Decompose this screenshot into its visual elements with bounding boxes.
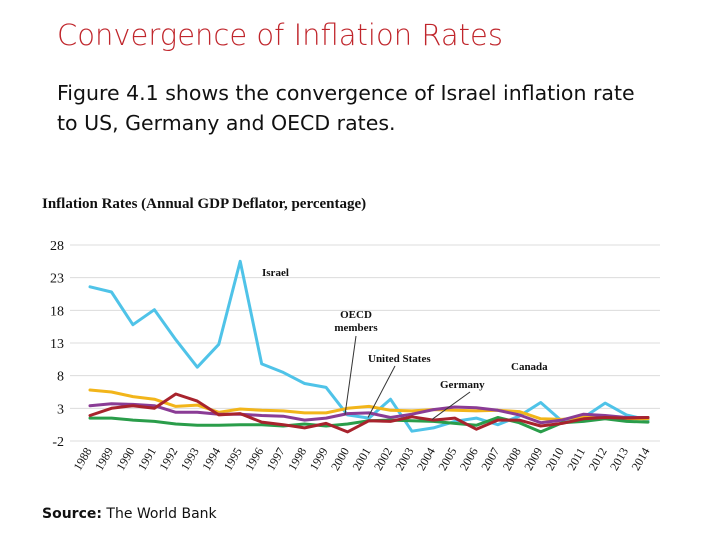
y-tick-label: 18	[50, 304, 64, 319]
annotation-leader-oecd-members	[344, 335, 357, 415]
x-tick-label: 2001	[349, 445, 373, 473]
x-tick-label: 2012	[586, 445, 610, 473]
x-tick-label: 2010	[543, 445, 567, 473]
x-tick-label: 2003	[392, 445, 416, 473]
x-tick-label: 2004	[414, 445, 438, 473]
y-tick-label: -2	[52, 435, 64, 450]
x-tick-label: 1997	[264, 445, 288, 473]
slide-body-text: Figure 4.1 shows the convergence of Isra…	[57, 81, 635, 135]
x-tick-label: 2008	[500, 445, 524, 473]
annotation-canada: Canada	[511, 361, 548, 373]
series-line-canada	[88, 392, 650, 434]
x-tick-label: 2009	[521, 445, 545, 473]
y-tick-label: 28	[50, 239, 64, 254]
gridlines	[70, 244, 660, 442]
x-tick-label: 1989	[92, 445, 116, 473]
x-tick-label: 1992	[156, 445, 180, 473]
x-tick-label: 2011	[564, 445, 588, 472]
source-label: Source:	[42, 506, 102, 522]
y-tick-label: 3	[57, 402, 64, 417]
x-tick-label: 1995	[221, 445, 245, 473]
x-tick-label: 2002	[371, 445, 395, 473]
annotation-israel: Israel	[262, 267, 289, 279]
x-tick-label: 2006	[457, 445, 481, 473]
x-axis-ticks: 1988198919901991199219931994199519961997…	[70, 445, 652, 473]
annotation-leader-united-states	[367, 365, 396, 418]
x-tick-label: 2005	[435, 445, 459, 473]
x-tick-label: 2007	[478, 445, 502, 473]
x-tick-label: 1999	[307, 445, 331, 473]
y-axis-ticks: 28 23 18 13 8 3 -2	[50, 239, 64, 450]
y-tick-label: 8	[57, 370, 64, 385]
annotation-united-states: United States	[368, 353, 431, 365]
y-tick-label: 23	[50, 272, 64, 287]
x-tick-label: 2000	[328, 445, 352, 473]
x-tick-label: 2013	[607, 445, 631, 473]
x-tick-label: 1998	[285, 445, 309, 473]
x-tick-label: 2014	[628, 445, 652, 473]
series-line-oecd-members	[88, 388, 650, 421]
source-value: The World Bank	[106, 506, 217, 522]
source-note: Source: The World Bank	[42, 506, 217, 522]
y-tick-label: 13	[50, 337, 64, 352]
annotation-oecd-members: OECD members	[334, 309, 378, 334]
annotation-leader-germany	[431, 391, 471, 420]
chart-title: Inflation Rates (Annual GDP Deflator, pe…	[42, 196, 367, 212]
series-lines	[88, 259, 650, 434]
x-tick-label: 1993	[178, 445, 202, 473]
x-tick-label: 1991	[135, 445, 159, 473]
annotations: Israel OECD members United States Canada Germ…	[262, 267, 548, 420]
series-line-united-states	[88, 402, 650, 425]
series-line-israel	[88, 259, 650, 433]
x-tick-label: 1990	[113, 445, 137, 473]
x-tick-label: 1996	[242, 445, 266, 473]
slide-title: Convergence of Inflation Rates	[57, 18, 503, 52]
x-tick-label: 1988	[70, 445, 94, 473]
x-tick-label: 1994	[199, 445, 223, 473]
annotation-germany: Germany	[440, 379, 485, 391]
